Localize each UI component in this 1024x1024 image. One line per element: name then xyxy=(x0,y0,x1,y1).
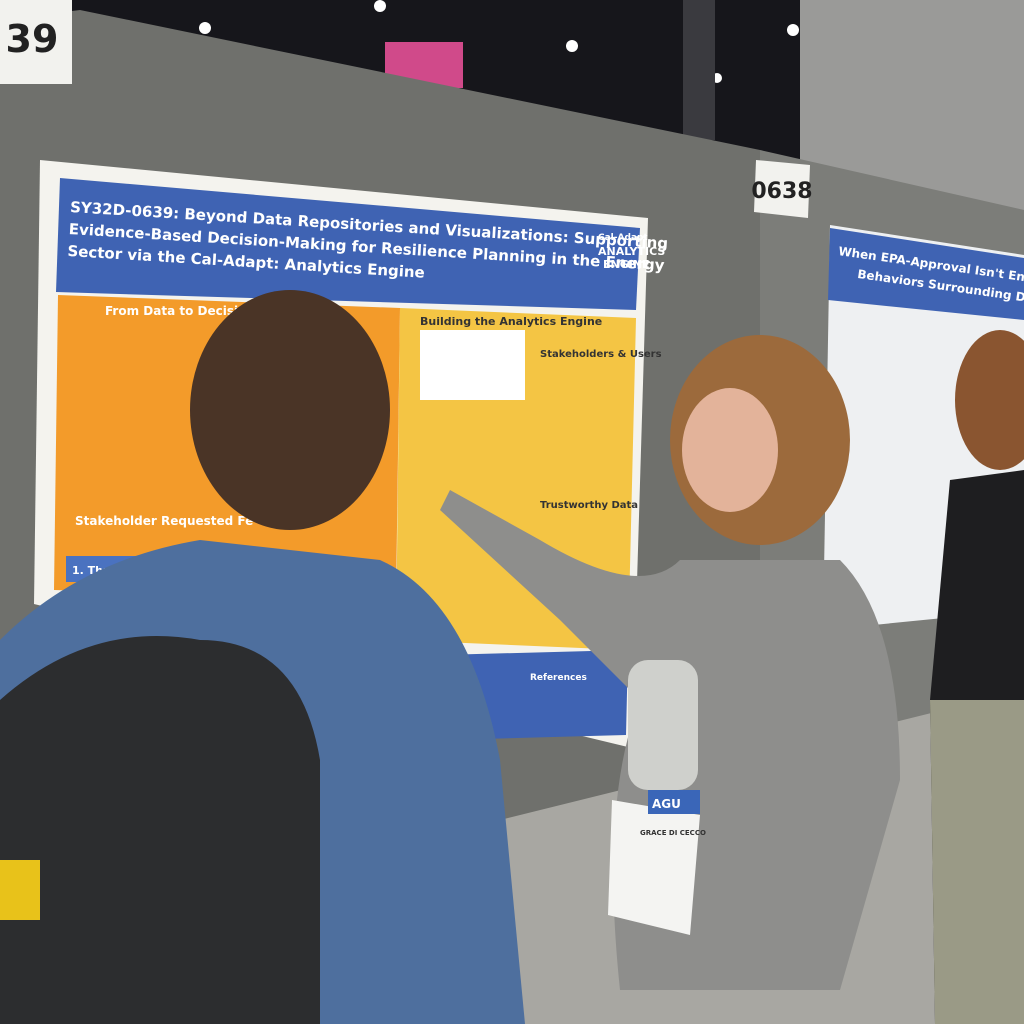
person-hair xyxy=(955,330,1024,470)
pillar xyxy=(683,0,715,140)
water-bottle xyxy=(628,660,698,790)
badge-logo-bg xyxy=(648,790,700,814)
backpack xyxy=(0,636,320,1024)
badge-org: AGU xyxy=(652,797,681,811)
logo: ENGINE xyxy=(603,258,650,271)
man-head xyxy=(190,290,390,530)
booth-number: 39 xyxy=(6,17,59,61)
poster-header xyxy=(828,228,1024,320)
section-heading: Stakeholder Requested Fe xyxy=(75,514,253,528)
ceiling-light xyxy=(787,24,799,36)
booth-sign xyxy=(754,160,810,218)
ceiling-light xyxy=(374,0,386,12)
ceiling-light xyxy=(566,40,578,52)
diagram xyxy=(420,330,525,400)
person-pants xyxy=(930,700,1024,1024)
badge xyxy=(608,800,700,935)
logo: ANALYTICS xyxy=(598,245,665,258)
section-heading: Stakeholders & Users xyxy=(540,349,662,360)
poster-header xyxy=(56,178,640,310)
booth-sign xyxy=(0,0,72,84)
badge-name: GRACE DI CECCO xyxy=(640,829,706,837)
section-heading: From Data to Decisi xyxy=(105,304,238,318)
section-heading: Trustworthy Data xyxy=(540,500,638,511)
booth-number: 0638 xyxy=(751,179,812,204)
ceiling-light xyxy=(199,22,211,34)
backpack-patch xyxy=(0,860,40,920)
section-heading: References xyxy=(530,673,587,683)
woman-face xyxy=(682,388,778,512)
logo: Cal-Adapt xyxy=(598,233,648,243)
section-heading: Building the Analytics Engine xyxy=(420,315,602,328)
